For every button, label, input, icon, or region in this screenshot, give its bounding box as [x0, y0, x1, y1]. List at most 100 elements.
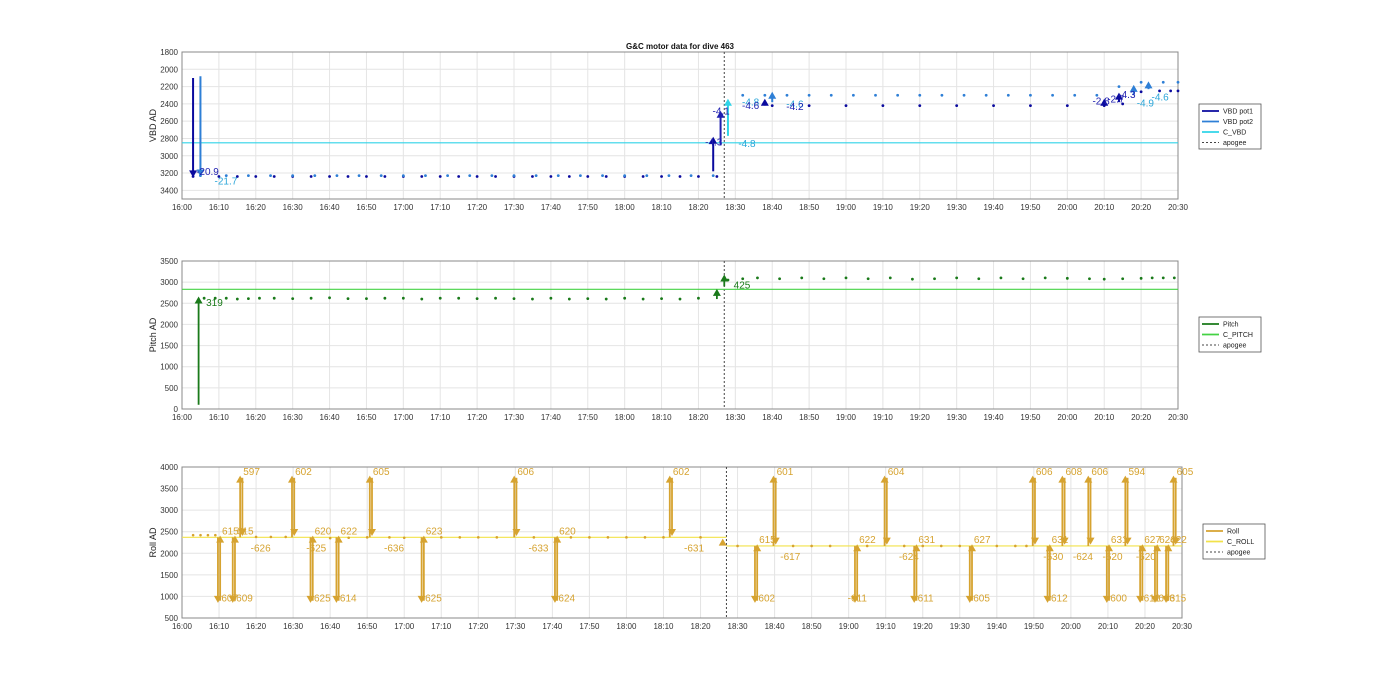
roll-lower-label: -633 — [528, 543, 548, 554]
data-point — [531, 175, 534, 178]
data-point — [402, 536, 406, 540]
x-tick-label: 18:20 — [688, 413, 709, 422]
axes-box — [181, 466, 1183, 619]
roll-upper-label: 605 — [1177, 467, 1194, 478]
x-tick-label: 19:20 — [910, 203, 931, 212]
roll-mid-label: 622 — [341, 526, 358, 537]
arrow-head — [1123, 537, 1132, 545]
data-point — [807, 104, 811, 108]
x-tick-label: 17:50 — [578, 203, 599, 212]
arrow-head — [334, 535, 343, 543]
x-tick-label: 20:10 — [1098, 622, 1119, 631]
data-point — [291, 174, 295, 178]
axes-box — [181, 51, 1179, 200]
roll-lower-label: -626 — [251, 543, 271, 554]
arrow-head — [668, 529, 676, 537]
data-point — [918, 104, 922, 108]
roll-upper-label: 606 — [1091, 467, 1108, 478]
x-tick-label: 17:40 — [541, 413, 562, 422]
data-point — [800, 276, 804, 280]
roll-mid-label: 615 — [759, 535, 776, 546]
data-point — [475, 175, 479, 178]
data-point — [865, 544, 869, 548]
roll-bottom-label: -625 — [311, 594, 331, 605]
roll-mid-label: 624 — [1159, 535, 1176, 546]
y-tick-label: 3400 — [160, 186, 178, 195]
data-point — [438, 296, 442, 300]
vbd-annotation: -4.8 — [742, 98, 760, 109]
x-tick-label: 20:00 — [1057, 413, 1078, 422]
roll-mid-label: 622 — [859, 535, 876, 546]
data-point — [1095, 93, 1099, 97]
data-point — [420, 297, 424, 301]
data-point — [439, 536, 443, 539]
x-tick-label: 20:00 — [1061, 622, 1082, 631]
data-point — [272, 175, 276, 178]
data-point — [365, 175, 368, 178]
x-tick-label: 16:10 — [209, 413, 230, 422]
y-tick-label: 3200 — [160, 169, 178, 178]
data-point — [1102, 277, 1106, 281]
pitch-annotation: 425 — [734, 280, 751, 291]
x-tick-label: 17:20 — [467, 203, 488, 212]
data-point — [918, 93, 922, 97]
roll-bottom-label: -600 — [1107, 594, 1127, 605]
arrow-head — [512, 529, 521, 537]
x-tick-label: 19:10 — [873, 413, 894, 422]
x-tick-label: 19:20 — [910, 413, 931, 422]
data-point — [1169, 89, 1173, 93]
arrow-head — [1114, 92, 1123, 100]
data-point — [1172, 276, 1176, 280]
data-point — [458, 536, 462, 539]
x-tick-label: 16:50 — [356, 203, 377, 212]
y-tick-label: 3000 — [160, 506, 178, 515]
arrow-head — [1105, 544, 1114, 552]
data-point — [697, 296, 700, 300]
data-point — [1176, 80, 1180, 84]
x-tick-label: 16:10 — [209, 203, 230, 212]
data-point — [958, 544, 962, 548]
data-point — [579, 174, 582, 178]
arrow-head — [1138, 544, 1147, 552]
data-point — [828, 544, 832, 548]
vbd-annotation: -20.9 — [196, 167, 219, 178]
roll-upper-label: 602 — [295, 467, 312, 478]
y-tick-label: 3500 — [160, 257, 178, 266]
arrow-head — [189, 170, 198, 178]
roll-mid-label: 615 — [237, 526, 254, 537]
arrow-head — [968, 544, 976, 552]
vbd-annotation: -4.3 — [1118, 90, 1136, 101]
data-point — [940, 93, 944, 97]
data-point — [995, 544, 999, 548]
data-point — [1021, 277, 1025, 281]
y-tick-label: 2800 — [160, 134, 178, 143]
x-tick-label: 17:00 — [393, 203, 414, 212]
roll-bottom-label: -625 — [422, 594, 442, 605]
y-tick-label: 2500 — [160, 299, 178, 308]
data-point — [549, 175, 553, 178]
data-point — [604, 297, 608, 301]
x-tick-label: 18:10 — [652, 413, 673, 422]
data-point — [874, 93, 877, 97]
data-point — [476, 536, 480, 539]
data-point — [347, 536, 350, 540]
data-point — [457, 175, 461, 178]
data-point — [291, 297, 295, 301]
x-tick-label: 16:30 — [283, 622, 304, 631]
arrow-head — [1030, 537, 1039, 545]
legend-entry: C_PITCH — [1223, 332, 1253, 339]
x-tick-label: 17:30 — [504, 203, 525, 212]
data-point — [697, 175, 700, 178]
x-tick-label: 16:40 — [320, 413, 341, 422]
y-tick-label: 2000 — [160, 65, 178, 74]
legend-entry: VBD pot1 — [1223, 109, 1253, 116]
legend-entry: C_VBD — [1223, 130, 1246, 137]
x-tick-label: 17:40 — [541, 203, 562, 212]
x-tick-label: 20:30 — [1168, 413, 1189, 422]
data-point — [1139, 276, 1143, 280]
data-point — [822, 277, 826, 281]
vbd-panel: 16:00 16:10 16:20 16:30 16:40 16:50 17:00 17:10… — [148, 48, 1262, 212]
data-point — [468, 174, 472, 178]
data-point — [379, 174, 383, 178]
roll-lower-label: -631 — [684, 543, 704, 554]
